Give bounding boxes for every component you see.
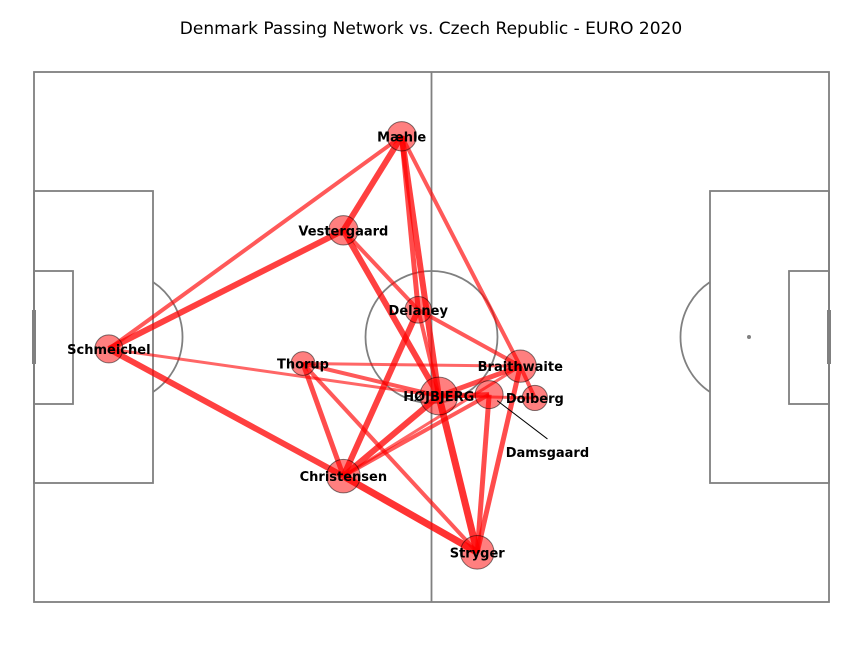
right-penalty-box xyxy=(709,190,830,484)
label-schmeichel: Schmeichel xyxy=(67,343,150,358)
label-braithwaite: Braithwaite xyxy=(478,360,563,375)
annotation-label-damsgaard: Damsgaard xyxy=(506,446,589,461)
pitch xyxy=(32,71,831,603)
edge-damsgaard-stryger xyxy=(474,394,492,553)
edge-christensen-stryger xyxy=(341,473,479,556)
node-braithwaite xyxy=(503,349,537,383)
player-labels: Schmeichel Mæhle Vestergaard Delaney Thorup H… xyxy=(67,130,564,561)
label-stryger: Stryger xyxy=(450,546,506,561)
pass-edges xyxy=(107,134,537,556)
edge-m-hle-vestergaard xyxy=(340,134,405,232)
edge-thorup-braithwaite xyxy=(302,362,521,368)
edge-christensen-damsgaard xyxy=(342,392,491,478)
label-delaney: Delaney xyxy=(389,304,449,319)
edge-delaney-braithwaite xyxy=(417,308,522,368)
edge-braithwaite-stryger xyxy=(474,365,523,553)
edge-m-hle-delaney xyxy=(399,136,421,311)
edge-vestergaard-h-jbjerg xyxy=(340,228,442,398)
label-thorup: Thorup xyxy=(277,358,329,373)
edge-schmeichel-christensen xyxy=(107,346,345,479)
node-h-jbjerg xyxy=(419,376,459,416)
label-dolberg: Dolberg xyxy=(506,392,564,407)
annotations: Damsgaard xyxy=(496,400,589,461)
label-m-hle: Mæhle xyxy=(377,130,426,145)
node-stryger xyxy=(459,535,495,570)
node-damsgaard xyxy=(474,380,504,410)
right-penalty-spot xyxy=(747,335,751,339)
node-m-hle xyxy=(386,121,417,152)
node-thorup xyxy=(290,351,316,376)
edge-m-hle-braithwaite xyxy=(399,135,523,368)
node-dolberg xyxy=(521,384,548,412)
label-vestergaard: Vestergaard xyxy=(298,224,388,239)
chart-title: Denmark Passing Network vs. Czech Republ… xyxy=(180,19,682,39)
node-vestergaard xyxy=(328,215,359,246)
node-schmeichel xyxy=(94,334,124,364)
label-christensen: Christensen xyxy=(300,470,388,485)
player-nodes xyxy=(94,121,548,570)
label-h-jbjerg: HØJBJERG xyxy=(403,390,474,405)
edge-delaney-christensen xyxy=(340,308,421,478)
left-six-yard-box xyxy=(33,270,74,405)
right-six-yard-box xyxy=(788,270,830,405)
annotation-arrow-damsgaard xyxy=(496,400,548,440)
node-christensen xyxy=(326,458,361,494)
edge-vestergaard-delaney xyxy=(341,228,420,312)
edge-schmeichel-m-hle xyxy=(107,134,403,351)
right-penalty-arc xyxy=(679,281,711,393)
edge-h-jbjerg-stryger xyxy=(435,395,481,554)
edge-thorup-christensen xyxy=(300,362,346,477)
edge-thorup-h-jbjerg xyxy=(302,361,440,398)
edge-schmeichel-vestergaard xyxy=(107,227,345,352)
edge-h-jbjerg-christensen xyxy=(341,393,441,479)
edge-thorup-stryger xyxy=(301,362,479,554)
node-delaney xyxy=(404,296,433,324)
